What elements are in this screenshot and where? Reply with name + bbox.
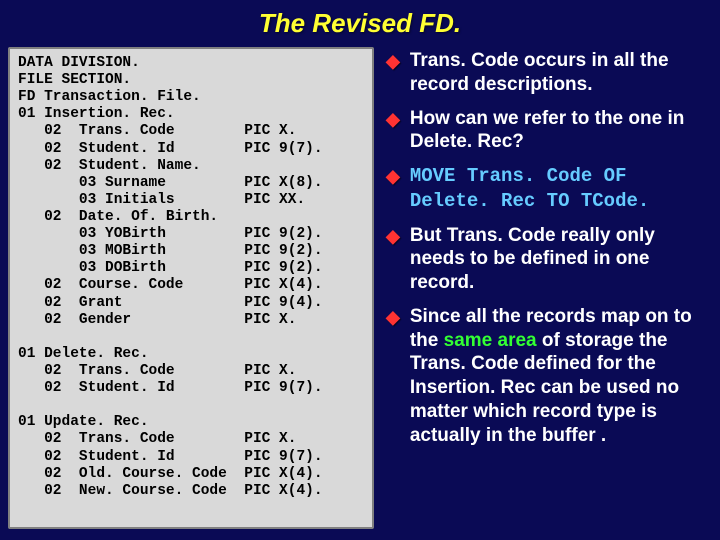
bullet-text: Since all the records map on to the same… — [410, 305, 708, 448]
bullet-marker-icon: ◆ — [386, 110, 400, 158]
bullet-text: How can we refer to the one in Delete. R… — [410, 107, 708, 155]
bullet-item: ◆MOVE Trans. Code OF Delete. Rec TO TCod… — [386, 164, 708, 214]
bullet-text: But Trans. Code really only needs to be … — [410, 224, 708, 295]
bullet-text: Trans. Code occurs in all the record des… — [410, 49, 708, 97]
code-block: DATA DIVISION. FILE SECTION. FD Transact… — [8, 47, 374, 529]
content-row: DATA DIVISION. FILE SECTION. FD Transact… — [8, 47, 712, 529]
bullet-item: ◆But Trans. Code really only needs to be… — [386, 224, 708, 295]
bullet-marker-icon: ◆ — [386, 308, 400, 451]
slide-title: The Revised FD. — [8, 8, 712, 39]
bullet-marker-icon: ◆ — [386, 227, 400, 298]
bullet-marker-icon: ◆ — [386, 167, 400, 217]
slide: The Revised FD. DATA DIVISION. FILE SECT… — [0, 0, 720, 540]
bullet-list: ◆Trans. Code occurs in all the record de… — [382, 47, 712, 529]
bullet-item: ◆Trans. Code occurs in all the record de… — [386, 49, 708, 97]
bullet-marker-icon: ◆ — [386, 52, 400, 100]
bullet-text: MOVE Trans. Code OF Delete. Rec TO TCode… — [410, 164, 708, 214]
bullet-item: ◆How can we refer to the one in Delete. … — [386, 107, 708, 155]
bullet-item: ◆Since all the records map on to the sam… — [386, 305, 708, 448]
